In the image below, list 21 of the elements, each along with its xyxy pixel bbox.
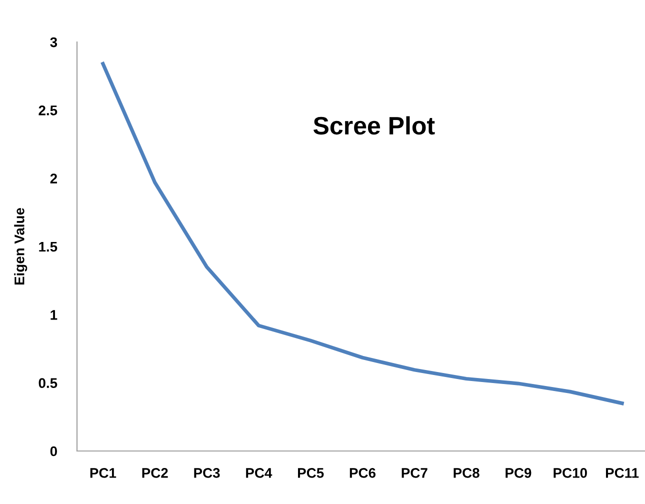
x-tick-label: PC11	[606, 468, 639, 478]
y-axis-title: Eigen Value	[14, 208, 28, 285]
x-tick-label: PC1	[90, 468, 116, 478]
y-tick-label: 1	[50, 310, 58, 320]
y-tick-label: 0.5	[38, 378, 58, 388]
x-tick-label: PC4	[246, 468, 272, 478]
line-series	[101, 62, 624, 406]
x-tick-label: PC3	[194, 468, 220, 478]
x-tick-label: PC6	[350, 468, 376, 478]
y-tick-label: 3	[50, 37, 58, 48]
y-tick-label: 1.5	[39, 242, 58, 252]
x-tick-label: PC9	[506, 468, 532, 478]
x-tick-label: PC2	[142, 468, 168, 478]
x-tick-label: PC5	[298, 468, 324, 478]
y-tick-label: 2	[50, 174, 57, 184]
y-tick-label: 2.5	[38, 106, 58, 116]
x-tick-label: PC7	[402, 468, 428, 478]
x-tick-label: PC8	[454, 468, 480, 478]
y-tick-label: 0	[50, 446, 57, 456]
x-tick-label: PC10	[554, 468, 587, 478]
text: Scree Plot	[314, 116, 435, 135]
